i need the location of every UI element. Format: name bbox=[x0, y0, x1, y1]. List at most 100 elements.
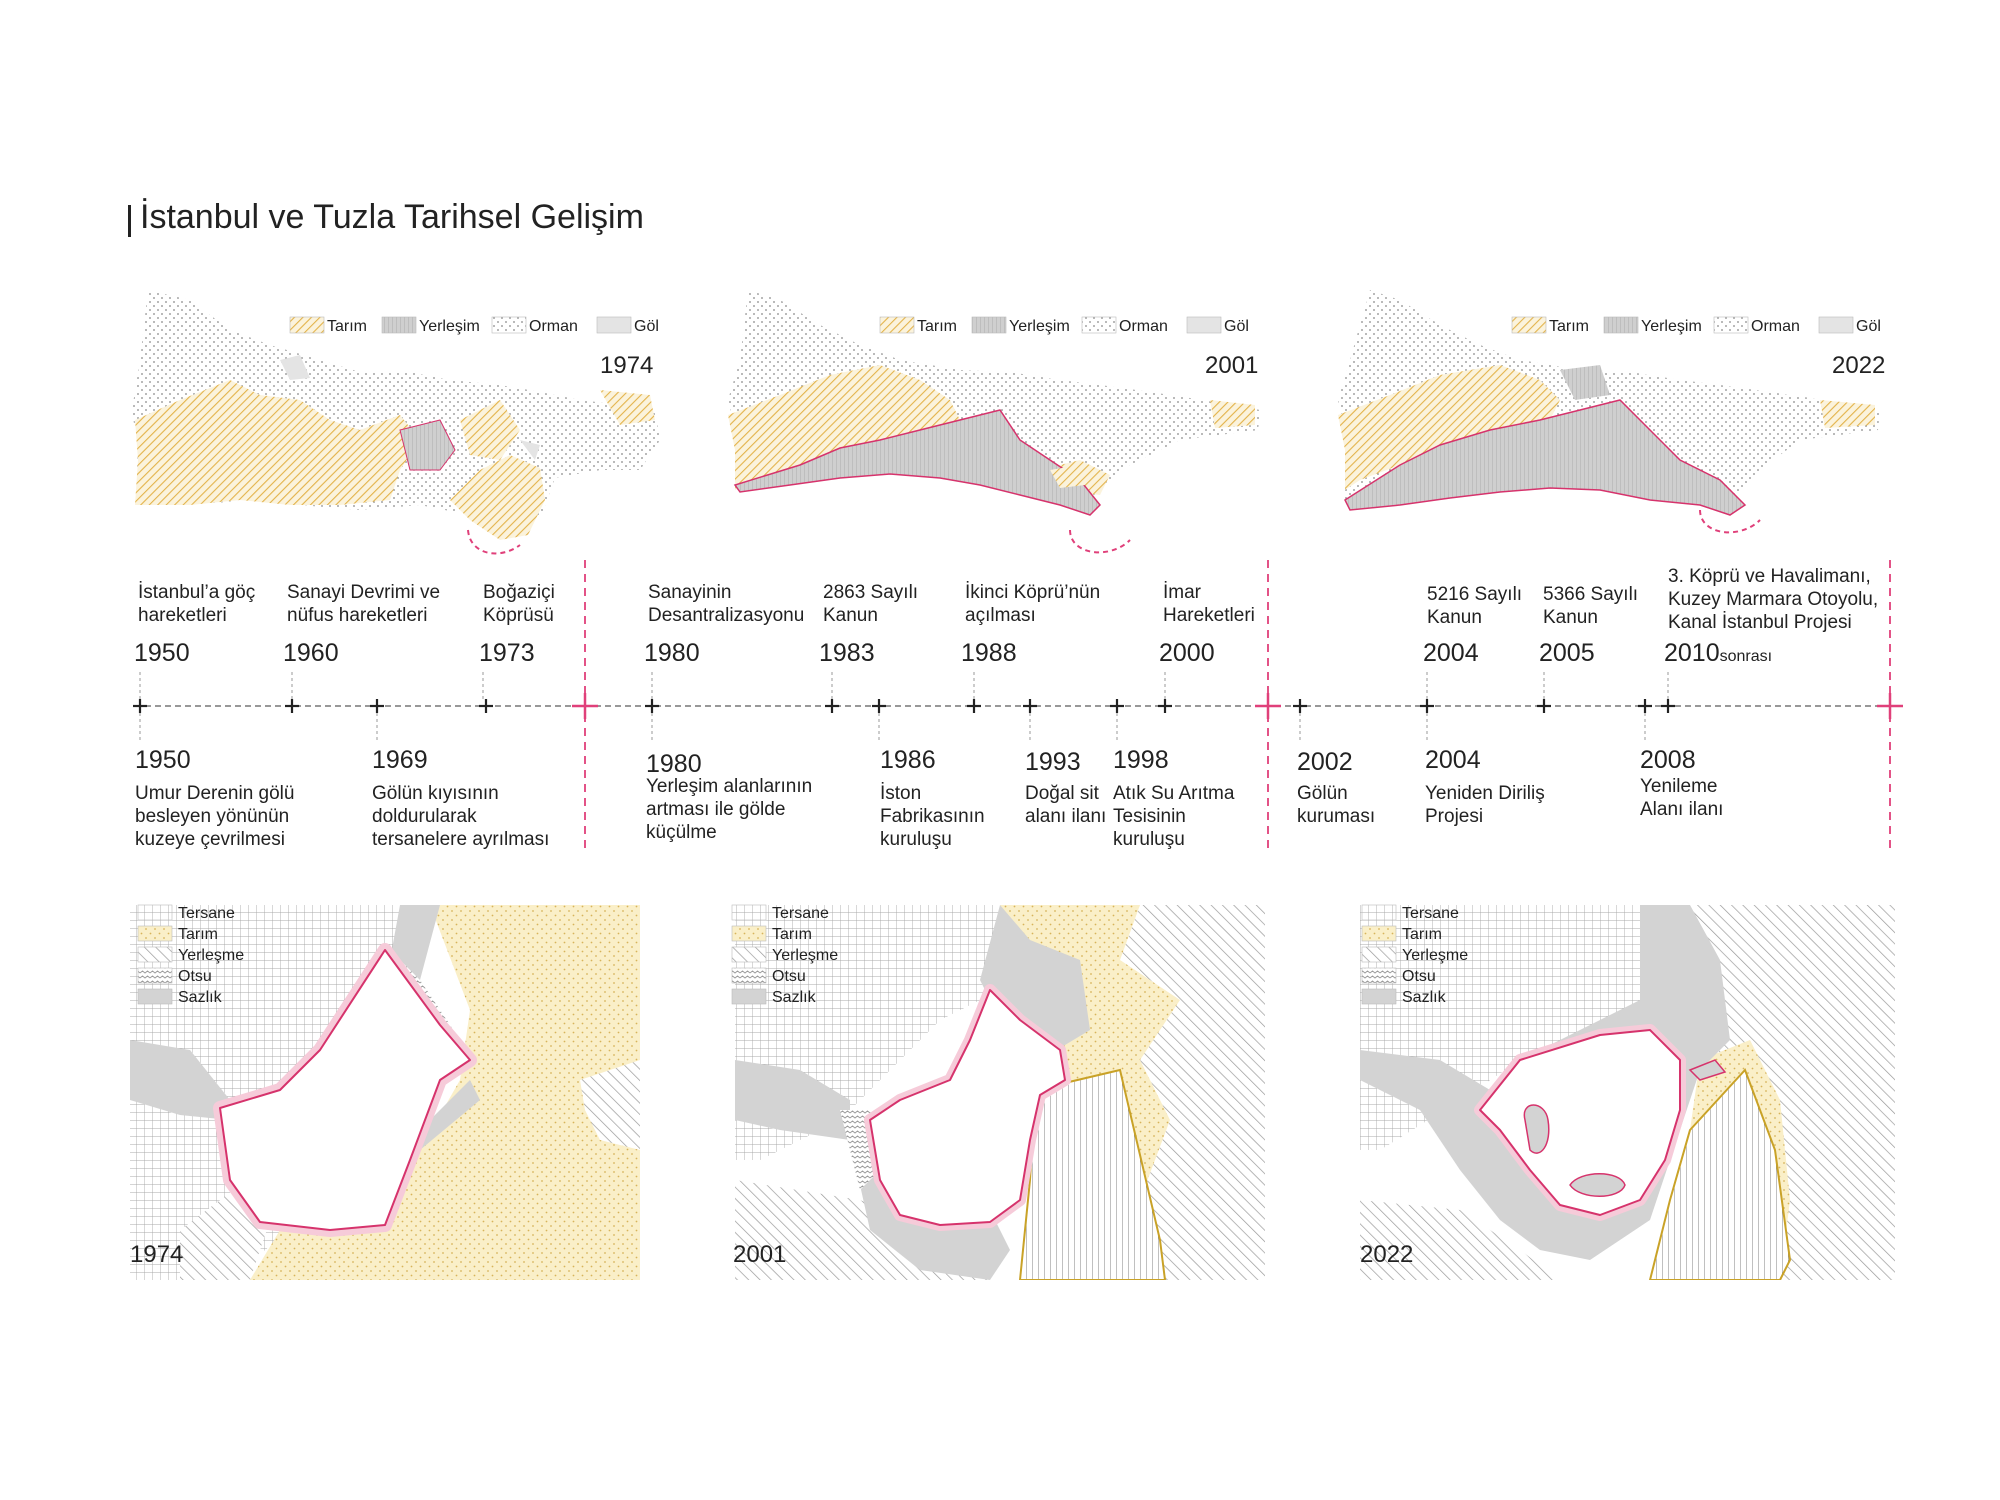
event-below-1969: 1969 Gölün kıyısınındoldurularaktersanele… bbox=[372, 713, 549, 850]
event-text: Kuzey Marmara Otoyolu, bbox=[1668, 589, 1878, 610]
legend-label-5: Sazlık bbox=[772, 989, 817, 1006]
legend-swatch-4 bbox=[1818, 316, 1854, 334]
legend-label-4: Göl bbox=[1224, 318, 1249, 335]
bottom-map-year-1: 1974 bbox=[130, 1241, 183, 1268]
event-text: besleyen yönünün bbox=[135, 806, 289, 827]
event-text: Doğal sit bbox=[1025, 783, 1100, 804]
event-text: Sanayi Devrimi ve bbox=[287, 582, 440, 603]
event-year: 1969 bbox=[372, 746, 428, 774]
top-map-year-2: 2001 bbox=[1205, 352, 1258, 379]
event-year: 1950 bbox=[134, 639, 190, 667]
event-text: Yenileme bbox=[1640, 776, 1717, 797]
event-year: 1973 bbox=[479, 639, 535, 667]
event-year: 1960 bbox=[283, 639, 339, 667]
tuzla-lake-map-2001 bbox=[735, 905, 1265, 1280]
timeline-tick-16 bbox=[1661, 699, 1675, 713]
title-bar bbox=[128, 205, 131, 237]
legend-swatch-4 bbox=[731, 967, 767, 984]
legend-swatch-2 bbox=[971, 316, 1007, 334]
page-title: İstanbul ve Tuzla Tarihsel Gelişim bbox=[140, 198, 644, 236]
timeline-tick-6 bbox=[825, 699, 839, 713]
timeline-tick-11 bbox=[1158, 699, 1172, 713]
event-year: 1980 bbox=[646, 750, 702, 778]
legend-label-3: Yerleşme bbox=[772, 947, 838, 964]
event-year: 2005 bbox=[1539, 639, 1595, 667]
event-text: Gölün bbox=[1297, 783, 1348, 804]
event-year: 2004 bbox=[1425, 746, 1481, 774]
legend-label-2: Yerleşim bbox=[1009, 318, 1070, 335]
event-year: 1950 bbox=[135, 746, 191, 774]
event-text: Gölün kıyısının bbox=[372, 783, 499, 804]
event-text: İston bbox=[880, 783, 921, 804]
legend-swatch-1 bbox=[731, 904, 767, 921]
legend-swatch-5 bbox=[137, 988, 173, 1005]
legend-swatch-4 bbox=[1361, 967, 1397, 984]
legend-label-1: Tersane bbox=[1402, 905, 1459, 922]
bottom-legend-2001: Tersane Tarım Yerleşme Otsu Sazlık bbox=[731, 904, 838, 1006]
legend-swatch-4 bbox=[1186, 316, 1222, 334]
legend-label-1: Tarım bbox=[1549, 318, 1589, 335]
timeline-tick-2 bbox=[285, 699, 299, 713]
event-text: tersanelere ayrılması bbox=[372, 829, 549, 850]
event-text: Umur Derenin gölü bbox=[135, 783, 294, 804]
event-text: hareketleri bbox=[138, 605, 227, 626]
event-text: Tesisinin bbox=[1113, 806, 1186, 827]
event-text: Desantralizasyonu bbox=[648, 605, 804, 626]
timeline-tick-7 bbox=[872, 699, 886, 713]
timeline-tick-9 bbox=[1023, 699, 1037, 713]
event-text: alanı ilanı bbox=[1025, 806, 1106, 827]
top-legend-2022: Tarım Yerleşim Orman Göl bbox=[1511, 316, 1881, 335]
event-text: Boğaziçi bbox=[483, 582, 555, 603]
legend-swatch-2 bbox=[1603, 316, 1639, 334]
bottom-map-year-3: 2022 bbox=[1360, 1241, 1413, 1268]
timeline-tick-10 bbox=[1110, 699, 1124, 713]
timeline-tick-14 bbox=[1537, 699, 1551, 713]
legend-swatch-3 bbox=[491, 316, 527, 334]
top-legend-1974: Tarım Yerleşim Orman Göl bbox=[289, 316, 659, 335]
event-text: İstanbul’a göç bbox=[138, 582, 255, 603]
legend-label-4: Otsu bbox=[178, 968, 212, 985]
legend-label-1: Tersane bbox=[772, 905, 829, 922]
timeline-tick-5 bbox=[645, 699, 659, 713]
event-text: nüfus hareketleri bbox=[287, 605, 427, 626]
timeline-tick-1 bbox=[133, 699, 147, 713]
legend-swatch-3 bbox=[1361, 946, 1397, 963]
legend-swatch-1 bbox=[1361, 904, 1397, 921]
legend-swatch-1 bbox=[289, 316, 325, 334]
event-text: Yeniden Diriliş bbox=[1425, 783, 1545, 804]
event-text: İkinci Köprü’nün bbox=[965, 582, 1100, 603]
event-text: 5216 Sayılı bbox=[1427, 584, 1522, 605]
legend-swatch-2 bbox=[731, 925, 767, 942]
event-year-suffix: sonrası bbox=[1720, 648, 1772, 665]
event-text: kuzeye çevrilmesi bbox=[135, 829, 285, 850]
legend-label-2: Tarım bbox=[1402, 926, 1442, 943]
legend-label-4: Otsu bbox=[772, 968, 806, 985]
istanbul-map-2022 bbox=[1338, 290, 1880, 534]
event-year: 2010sonrası bbox=[1664, 639, 1772, 667]
legend-swatch-1 bbox=[1511, 316, 1547, 334]
legend-label-5: Sazlık bbox=[1402, 989, 1447, 1006]
bottom-map-year-2: 2001 bbox=[733, 1241, 786, 1268]
tuzla-lake-map-2022 bbox=[1360, 905, 1895, 1280]
event-year: 1998 bbox=[1113, 746, 1169, 774]
legend-label-4: Otsu bbox=[1402, 968, 1436, 985]
legend-label-3: Orman bbox=[529, 318, 578, 335]
legend-swatch-3 bbox=[731, 946, 767, 963]
legend-swatch-4 bbox=[137, 967, 173, 984]
event-text: Kanun bbox=[1543, 607, 1598, 628]
